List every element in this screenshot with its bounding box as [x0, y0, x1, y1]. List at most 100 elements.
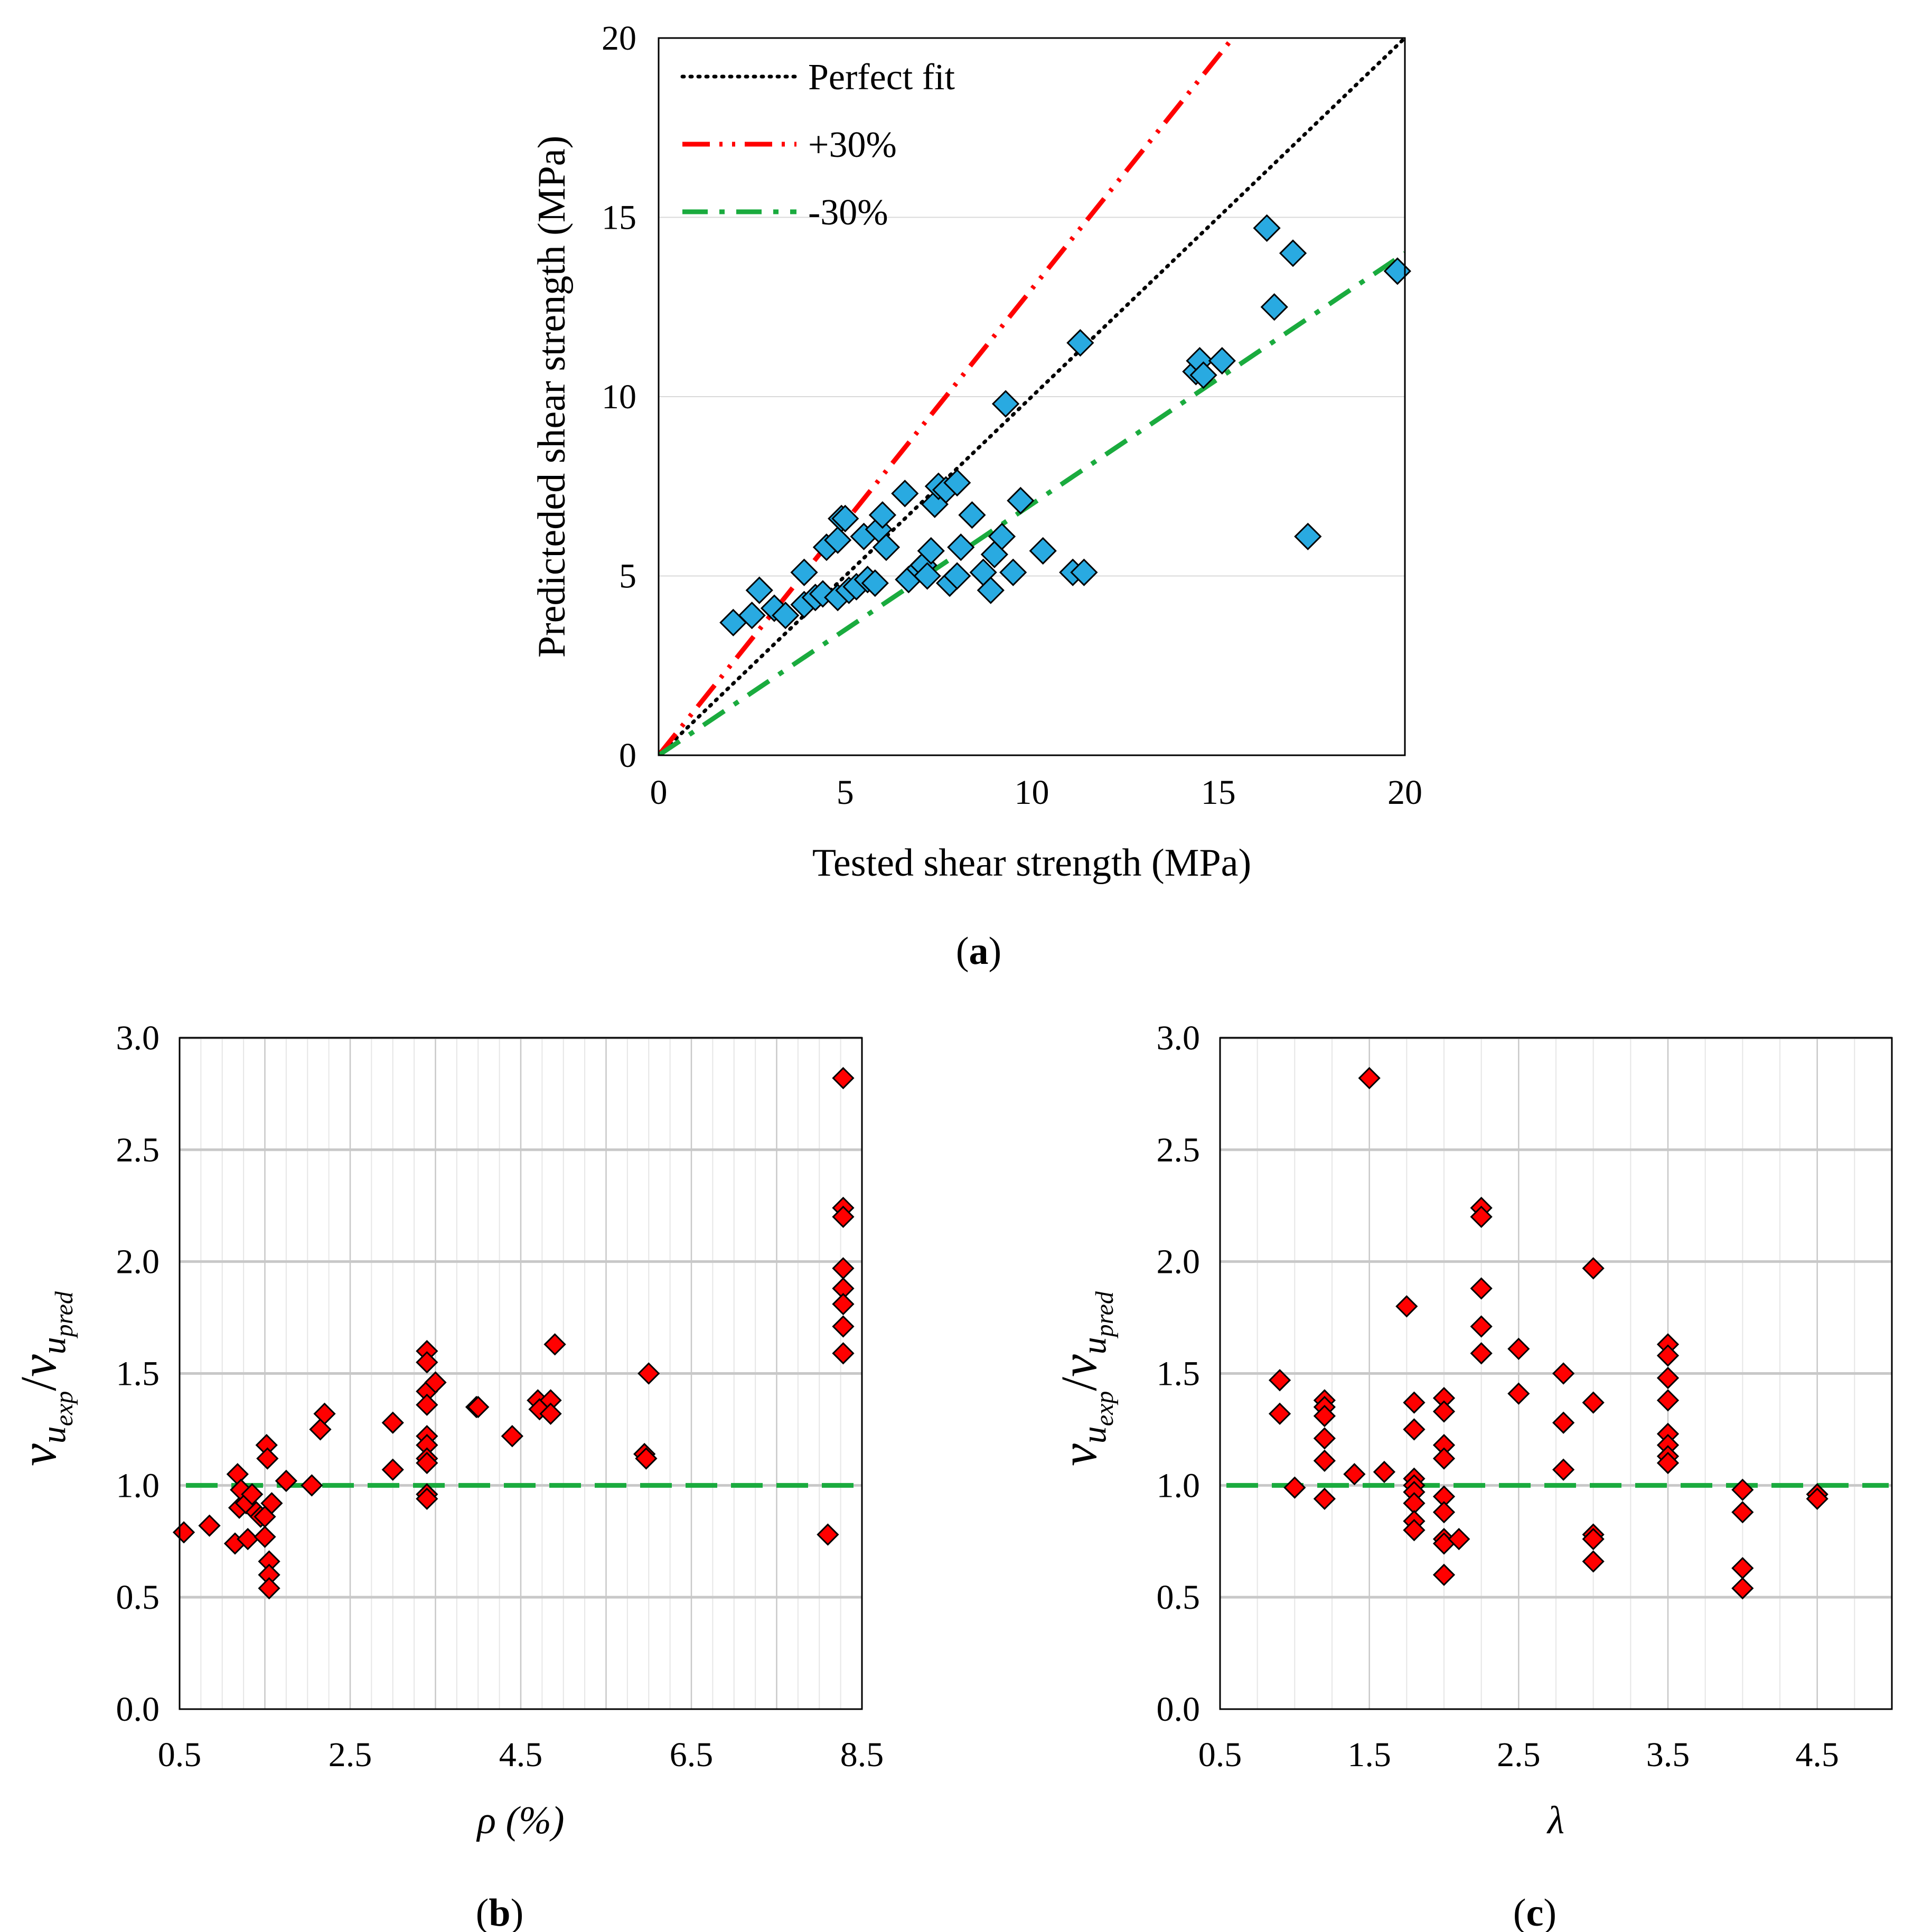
a-point	[1383, 257, 1411, 285]
c-ylabel-slash: /	[1051, 1377, 1107, 1391]
b-point	[501, 1425, 523, 1448]
a-legend-label: Perfect fit	[808, 57, 955, 98]
a-x-tick-label: 5	[837, 773, 854, 812]
c-data-points	[1268, 1067, 1828, 1600]
c-point	[1448, 1527, 1470, 1551]
b-point	[226, 1463, 249, 1486]
b-point	[241, 1483, 264, 1506]
b-caption-open: (	[476, 1891, 489, 1932]
b-point	[256, 1447, 279, 1470]
a-y-axis-label: Predicteded shear strength (MPa)	[530, 136, 574, 658]
c-ylabel-u1: u	[1075, 1426, 1113, 1443]
a-point	[1208, 346, 1236, 375]
b-point	[832, 1293, 855, 1316]
c-y-tick-label: 2.5	[1157, 1131, 1201, 1169]
c-x-axis-label: λ	[1546, 1799, 1564, 1842]
b-point	[416, 1393, 438, 1416]
c-point	[1656, 1366, 1680, 1390]
a-legend-label: -30%	[808, 192, 888, 233]
c-point	[1343, 1463, 1366, 1486]
b-point	[817, 1523, 839, 1546]
a-point	[1260, 293, 1288, 321]
a-point	[977, 576, 1005, 604]
c-point	[1268, 1402, 1291, 1425]
a-caption-close: )	[989, 930, 1002, 973]
b-point	[832, 1315, 855, 1338]
a-tick-labels: 0 5 10 15 20 0 5 10 15 20	[602, 19, 1422, 812]
c-y-tick-label: 0.0	[1157, 1690, 1201, 1729]
c-point	[1432, 1447, 1456, 1470]
a-x-tick-label: 10	[1015, 773, 1049, 812]
c-point	[1552, 1411, 1575, 1434]
c-point	[1283, 1476, 1306, 1499]
b-ylabel-pred: pred	[50, 1291, 78, 1338]
c-x-tick-label: 1.5	[1347, 1736, 1391, 1774]
b-point	[832, 1342, 855, 1365]
panel-b: 0.5 2.5 4.5 6.5 8.5 0.0 0.5 1.0 1.5 2.0 2.5 3.0 ρ (…	[10, 1019, 884, 1932]
c-point	[1403, 1518, 1426, 1542]
a-y-tick-label: 10	[602, 378, 636, 416]
c-point	[1432, 1400, 1456, 1423]
b-tick-labels: 0.5 2.5 4.5 6.5 8.5 0.0 0.5 1.0 1.5 2.0 2.5 3.0	[116, 1019, 884, 1774]
a-point	[943, 562, 971, 590]
c-point	[1470, 1277, 1493, 1300]
b-y-tick-label: 0.0	[116, 1690, 160, 1729]
b-point	[424, 1371, 447, 1394]
b-point	[635, 1447, 658, 1470]
b-point	[416, 1487, 438, 1510]
b-caption: (b)	[476, 1891, 523, 1932]
b-plot-frame	[179, 1037, 863, 1710]
c-point	[1358, 1067, 1381, 1090]
a-point	[790, 558, 818, 586]
a-caption-open: (	[956, 930, 969, 973]
b-x-tick-label: 2.5	[329, 1736, 372, 1774]
b-y-tick-label: 1.0	[116, 1466, 160, 1505]
a-point	[1279, 239, 1307, 267]
a-point	[738, 602, 766, 630]
a-y-tick-label: 0	[619, 736, 636, 775]
a-line-2	[659, 251, 1405, 755]
c-ylabel-pred: pred	[1091, 1291, 1119, 1338]
c-caption-close: )	[1543, 1891, 1556, 1932]
a-point	[861, 569, 889, 597]
c-point	[1268, 1369, 1291, 1392]
b-x-tick-label: 0.5	[158, 1736, 202, 1774]
b-x-tick-label: 8.5	[840, 1736, 884, 1774]
a-y-tick-label: 20	[602, 19, 636, 58]
b-point	[275, 1469, 297, 1492]
b-x-tick-label: 4.5	[499, 1736, 543, 1774]
c-point	[1432, 1501, 1456, 1524]
b-point	[309, 1418, 332, 1441]
b-gridlines	[180, 1036, 862, 1709]
c-ylabel-exp: exp	[1091, 1391, 1119, 1427]
a-point	[913, 562, 941, 590]
c-y-tick-label: 1.5	[1157, 1355, 1201, 1393]
c-point	[1582, 1550, 1605, 1573]
b-ylabel-v2: v	[10, 1354, 67, 1377]
c-point	[1432, 1563, 1456, 1586]
c-point	[1470, 1342, 1493, 1365]
b-point	[539, 1402, 562, 1425]
c-point	[1470, 1315, 1493, 1338]
a-point	[1253, 214, 1281, 242]
b-y-axis-label: vuexp/vupred	[10, 1291, 78, 1466]
b-point	[416, 1351, 438, 1374]
a-legend: Perfect fit +30% -30%	[680, 57, 955, 233]
c-point	[1806, 1487, 1828, 1510]
c-point	[1731, 1577, 1754, 1600]
c-caption: (c)	[1513, 1891, 1556, 1932]
a-data-points	[719, 214, 1411, 636]
b-ylabel-u1: u	[34, 1426, 73, 1443]
c-y-tick-label: 3.0	[1157, 1019, 1201, 1057]
a-point	[991, 390, 1020, 418]
b-ylabel-u2: u	[34, 1337, 73, 1354]
b-x-axis-label: ρ (%)	[476, 1799, 565, 1842]
b-y-tick-label: 1.5	[116, 1355, 160, 1393]
a-point	[917, 537, 945, 565]
b-point	[381, 1458, 404, 1481]
b-point	[258, 1577, 280, 1600]
c-plot-frame	[1219, 1037, 1893, 1710]
a-point	[772, 602, 800, 630]
c-point	[1313, 1449, 1336, 1472]
